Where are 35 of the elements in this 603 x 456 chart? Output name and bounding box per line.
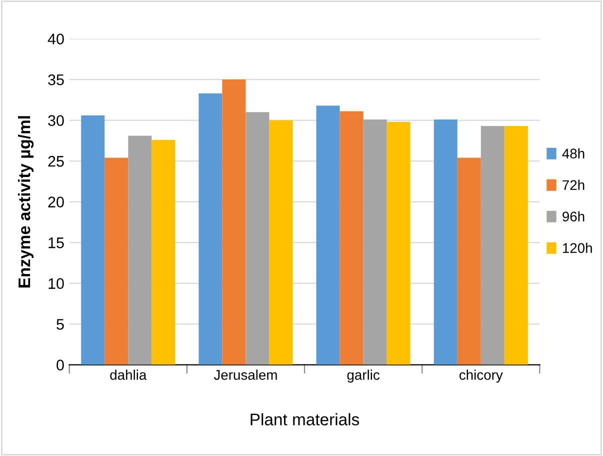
bar (316, 106, 340, 365)
legend-label: 120h (562, 242, 592, 253)
bar (128, 136, 152, 365)
bar (504, 126, 528, 365)
y-axis-title: Enzyme activity µg/ml (18, 116, 34, 288)
y-tick-label: 10 (48, 278, 64, 289)
legend-label: 96h (562, 211, 584, 222)
y-tick-label: 35 (48, 74, 64, 86)
bar (480, 126, 504, 365)
bar (340, 111, 364, 365)
y-tick-label: 5 (56, 319, 64, 330)
y-tick-label: 0 (56, 360, 64, 370)
y-tick-label: 15 (48, 238, 64, 248)
legend-label: 72h (562, 180, 584, 190)
x-tick-label: dahlia (110, 370, 147, 380)
x-tick-label: garlic (347, 370, 380, 383)
y-tick-label: 40 (48, 34, 64, 44)
bar (81, 115, 105, 365)
bar (222, 80, 246, 365)
bar (434, 119, 458, 365)
bar (246, 112, 270, 365)
y-tick-label: 20 (48, 196, 64, 208)
bar (152, 140, 176, 365)
x-axis-title: Plant materials (250, 413, 360, 426)
bar (386, 122, 410, 365)
y-tick-label: 25 (48, 156, 64, 167)
y-tick-label: 30 (48, 115, 64, 126)
x-tick-label: chicory (459, 370, 503, 383)
bar (269, 120, 293, 365)
legend-label: 48h (562, 148, 584, 159)
bar (457, 158, 481, 365)
bar (363, 119, 387, 365)
bar (198, 93, 222, 365)
bar (104, 158, 128, 365)
x-tick-label: Jerusalem (214, 370, 277, 380)
